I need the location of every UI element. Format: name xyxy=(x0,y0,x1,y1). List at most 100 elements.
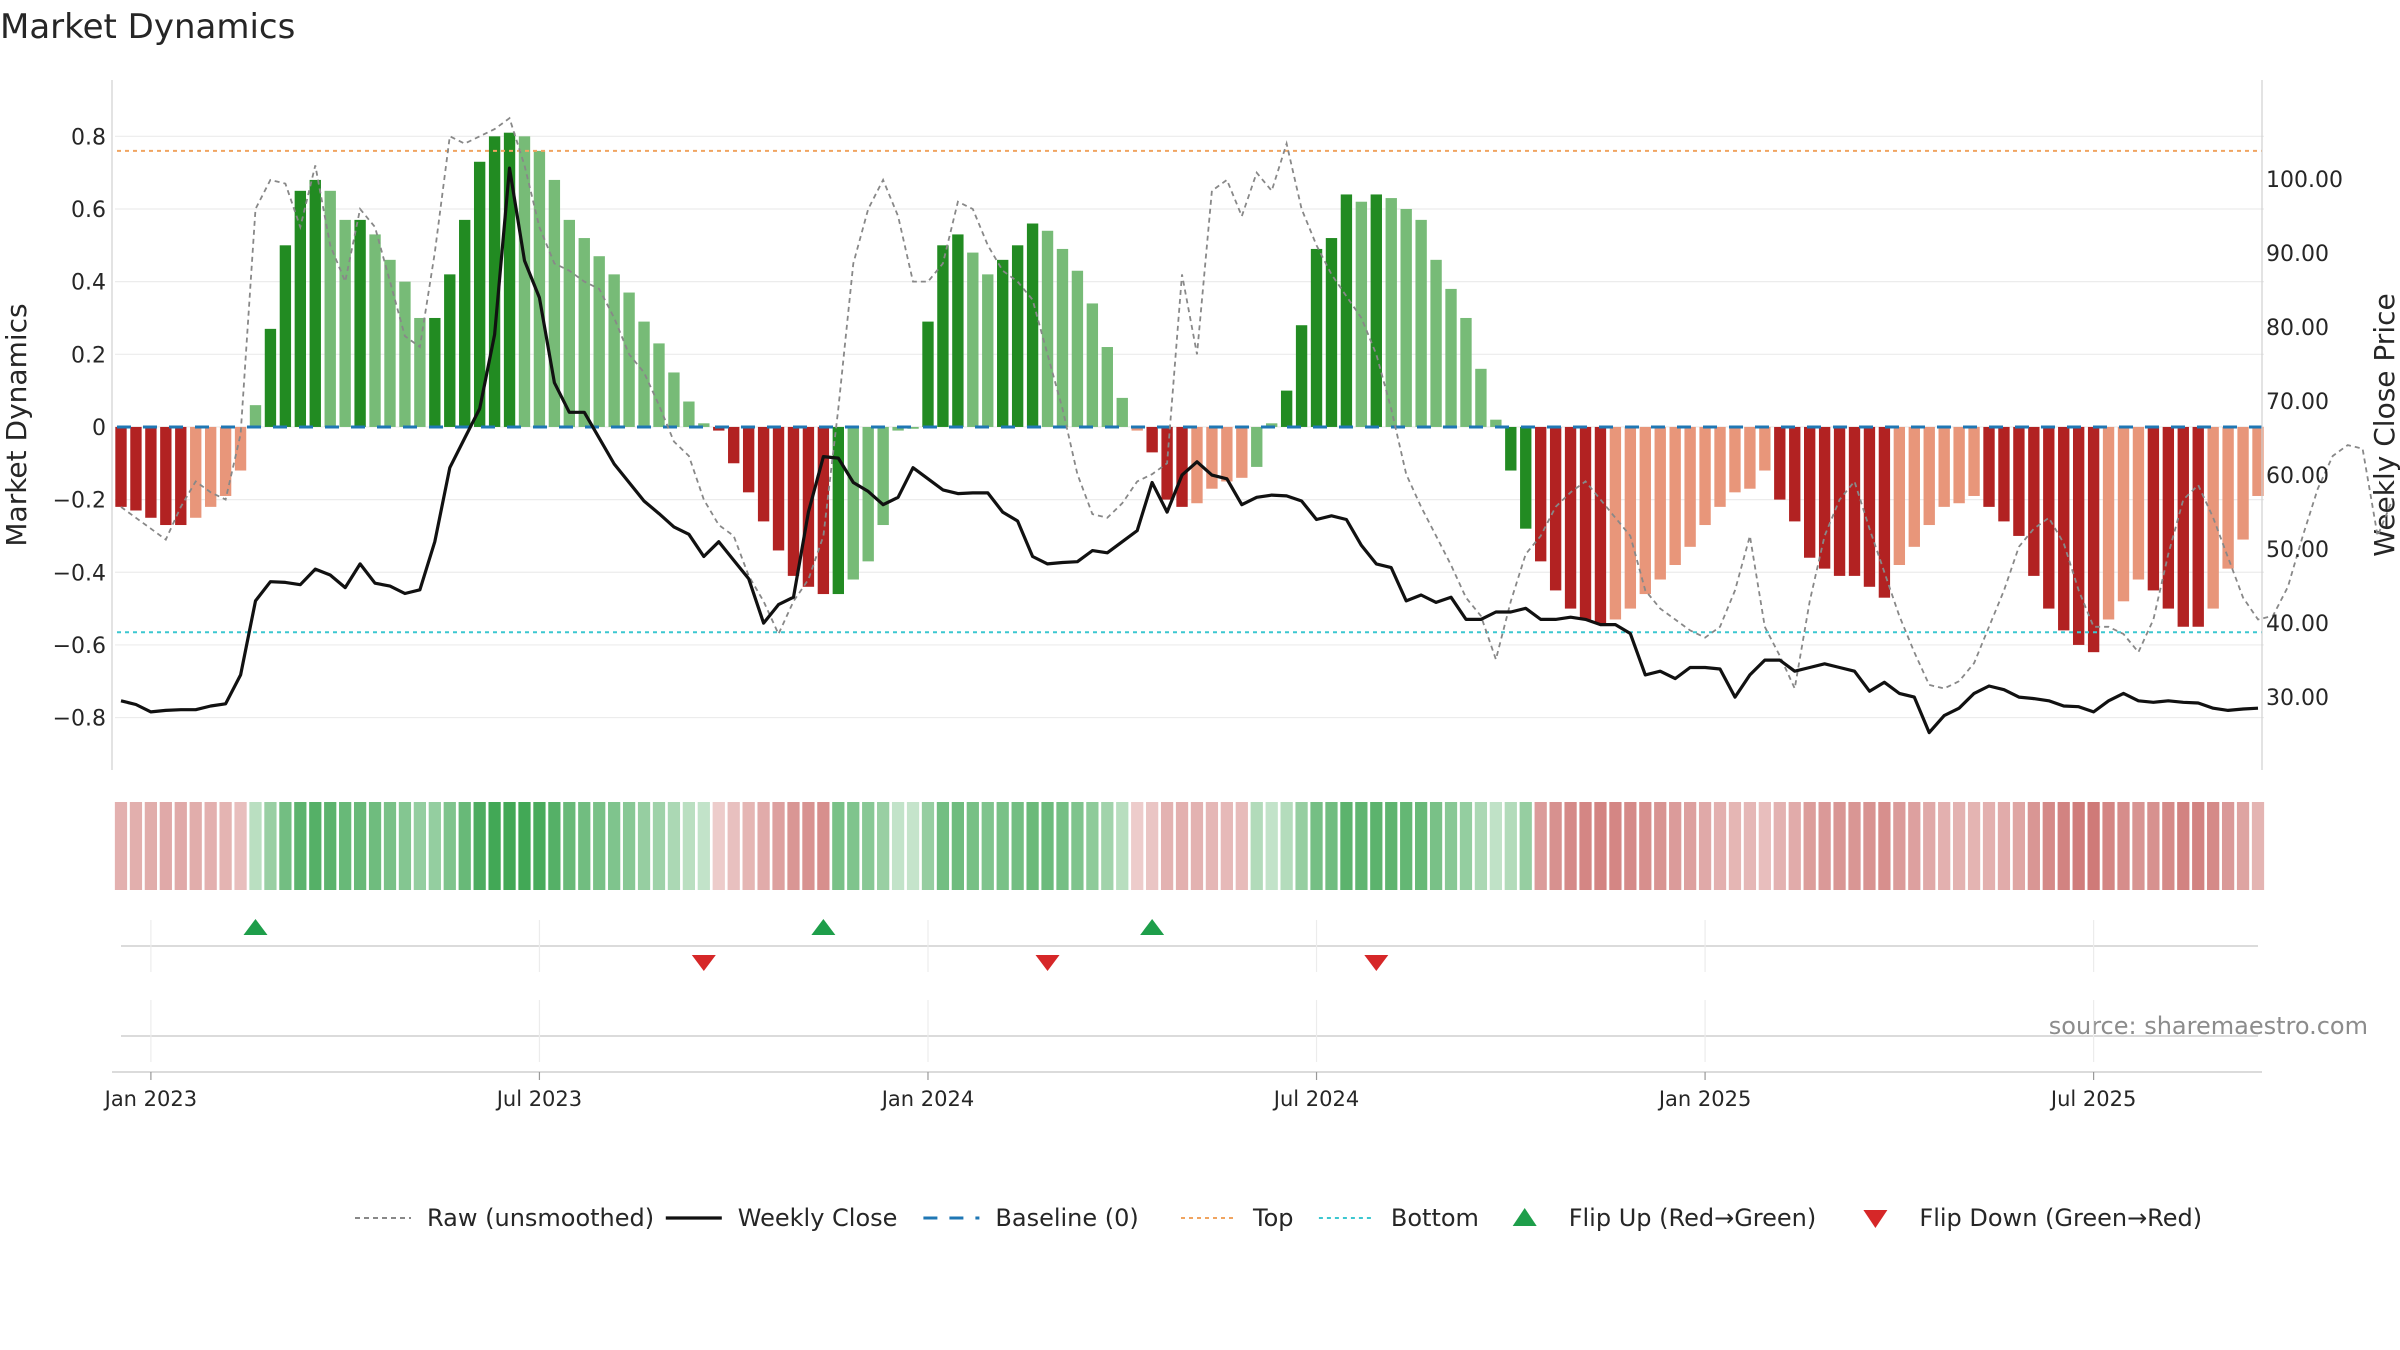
legend-label: Weekly Close xyxy=(738,1204,898,1232)
dynamics-bar xyxy=(1251,426,1263,467)
flip-down-marker xyxy=(1035,955,1060,971)
regime-band-cell xyxy=(159,802,172,890)
dynamics-bar xyxy=(937,245,949,427)
regime-band-cell xyxy=(234,802,247,890)
dynamics-bar xyxy=(1923,426,1935,526)
regime-band-cell xyxy=(1026,802,1039,890)
regime-band-cell xyxy=(608,802,621,890)
dynamics-bar xyxy=(2147,426,2160,591)
regime-band-cell xyxy=(1803,802,1816,890)
dynamics-bar xyxy=(1789,426,1801,522)
regime-band-cell xyxy=(921,802,935,890)
regime-band-cell xyxy=(1758,802,1771,890)
dynamics-bar xyxy=(2058,426,2070,631)
regime-band-cell xyxy=(533,802,546,890)
regime-band-cell xyxy=(1011,802,1024,890)
dynamics-bar xyxy=(1310,248,1323,427)
dynamics-bar xyxy=(2132,426,2145,580)
regime-band-cell xyxy=(1594,802,1607,890)
date-tick-label: Jan 2023 xyxy=(103,1087,198,1111)
dynamics-bar xyxy=(1818,426,1831,569)
dynamics-bar xyxy=(429,317,441,427)
regime-band-cell xyxy=(1220,802,1233,890)
regime-band-cell xyxy=(144,802,158,890)
regime-band-cell xyxy=(697,802,710,890)
dynamics-bar xyxy=(1908,426,1920,547)
regime-band-cell xyxy=(324,802,337,890)
regime-band-cell xyxy=(1743,802,1757,890)
y-left-tick-label: 0.6 xyxy=(71,198,106,223)
dynamics-bar xyxy=(399,281,411,427)
regime-band-cell xyxy=(1280,802,1293,890)
dynamics-bar xyxy=(1086,303,1099,427)
dynamics-bar xyxy=(728,426,740,464)
regime-band-cell xyxy=(817,802,830,890)
legend-label: Top xyxy=(1252,1204,1294,1232)
dynamics-bar xyxy=(1146,426,1158,453)
dynamics-bar xyxy=(772,426,785,551)
dynamics-bar xyxy=(698,423,710,427)
regime-band-cell xyxy=(518,802,531,890)
dynamics-bar xyxy=(593,256,605,427)
regime-band-cell xyxy=(682,802,695,890)
dynamics-bar xyxy=(369,234,381,427)
dynamics-bar xyxy=(997,259,1009,427)
dynamics-bar xyxy=(2028,426,2040,576)
regime-band-cell xyxy=(951,802,964,890)
dynamics-bar xyxy=(175,426,187,526)
dynamics-bar xyxy=(2043,426,2055,609)
flip-up-marker xyxy=(811,919,836,935)
regime-band-cell xyxy=(1400,802,1413,890)
dynamics-bar xyxy=(309,179,321,427)
regime-band-cell xyxy=(383,802,397,890)
regime-band-cell xyxy=(1175,802,1189,890)
regime-band-cell xyxy=(2192,802,2205,890)
regime-band-cell xyxy=(712,802,725,890)
dynamics-bar xyxy=(952,234,964,427)
regime-band-cell xyxy=(2057,802,2070,890)
y-left-tick-label: −0.4 xyxy=(53,561,106,586)
regime-band-cell xyxy=(1146,802,1159,890)
dynamics-bar xyxy=(339,219,351,427)
dynamics-bar xyxy=(190,426,202,518)
dynamics-bar xyxy=(907,426,919,429)
regime-band-cell xyxy=(622,802,636,890)
dynamics-bar xyxy=(1669,426,1681,565)
regime-band-cell xyxy=(652,802,666,890)
regime-band-cell xyxy=(488,802,501,890)
dynamics-bar xyxy=(1280,390,1293,427)
regime-band-cell xyxy=(1444,802,1458,890)
dynamics-bar xyxy=(1744,426,1756,489)
dynamics-bar xyxy=(1804,426,1816,558)
regime-band-cell xyxy=(2147,802,2160,890)
regime-band-cell xyxy=(1310,802,1323,890)
legend-item: Flip Up (Red→Green) xyxy=(1512,1204,1816,1232)
regime-band-cell xyxy=(1519,802,1532,890)
regime-band-cell xyxy=(1429,802,1443,890)
y-right-tick-label: 50.00 xyxy=(2266,538,2329,563)
regime-band-cell xyxy=(2251,802,2265,890)
regime-band-cell xyxy=(667,802,681,890)
dynamics-bar xyxy=(1654,426,1666,580)
dynamics-bar xyxy=(1490,419,1502,427)
regime-band-cell xyxy=(1893,802,1906,890)
dynamics-bar xyxy=(877,426,889,526)
regime-band-cell xyxy=(1250,802,1263,890)
regime-band-cell xyxy=(1116,802,1129,890)
dynamics-bar xyxy=(1639,426,1651,595)
regime-band-cell xyxy=(1639,802,1652,890)
regime-band-cell xyxy=(2072,802,2085,890)
dynamics-bar xyxy=(414,317,426,427)
dynamics-bar xyxy=(1236,426,1248,478)
dynamics-bar xyxy=(578,238,590,427)
regime-band-cell xyxy=(1818,802,1831,890)
dynamics-bar xyxy=(1295,325,1308,427)
dynamics-bar xyxy=(608,274,620,427)
dynamics-bar xyxy=(1176,426,1188,507)
regime-band-cell xyxy=(2012,802,2026,890)
dynamics-bar xyxy=(548,179,561,427)
y-right-tick-label: 90.00 xyxy=(2266,242,2329,267)
regime-band-cell xyxy=(906,802,920,890)
axes-layer: 0.8 0.6 0.4 0.2 0 −0.2 −0.4 −0.6 −0.8 100.00 90.00… xyxy=(53,80,2343,770)
regime-band-cell xyxy=(1848,802,1861,890)
